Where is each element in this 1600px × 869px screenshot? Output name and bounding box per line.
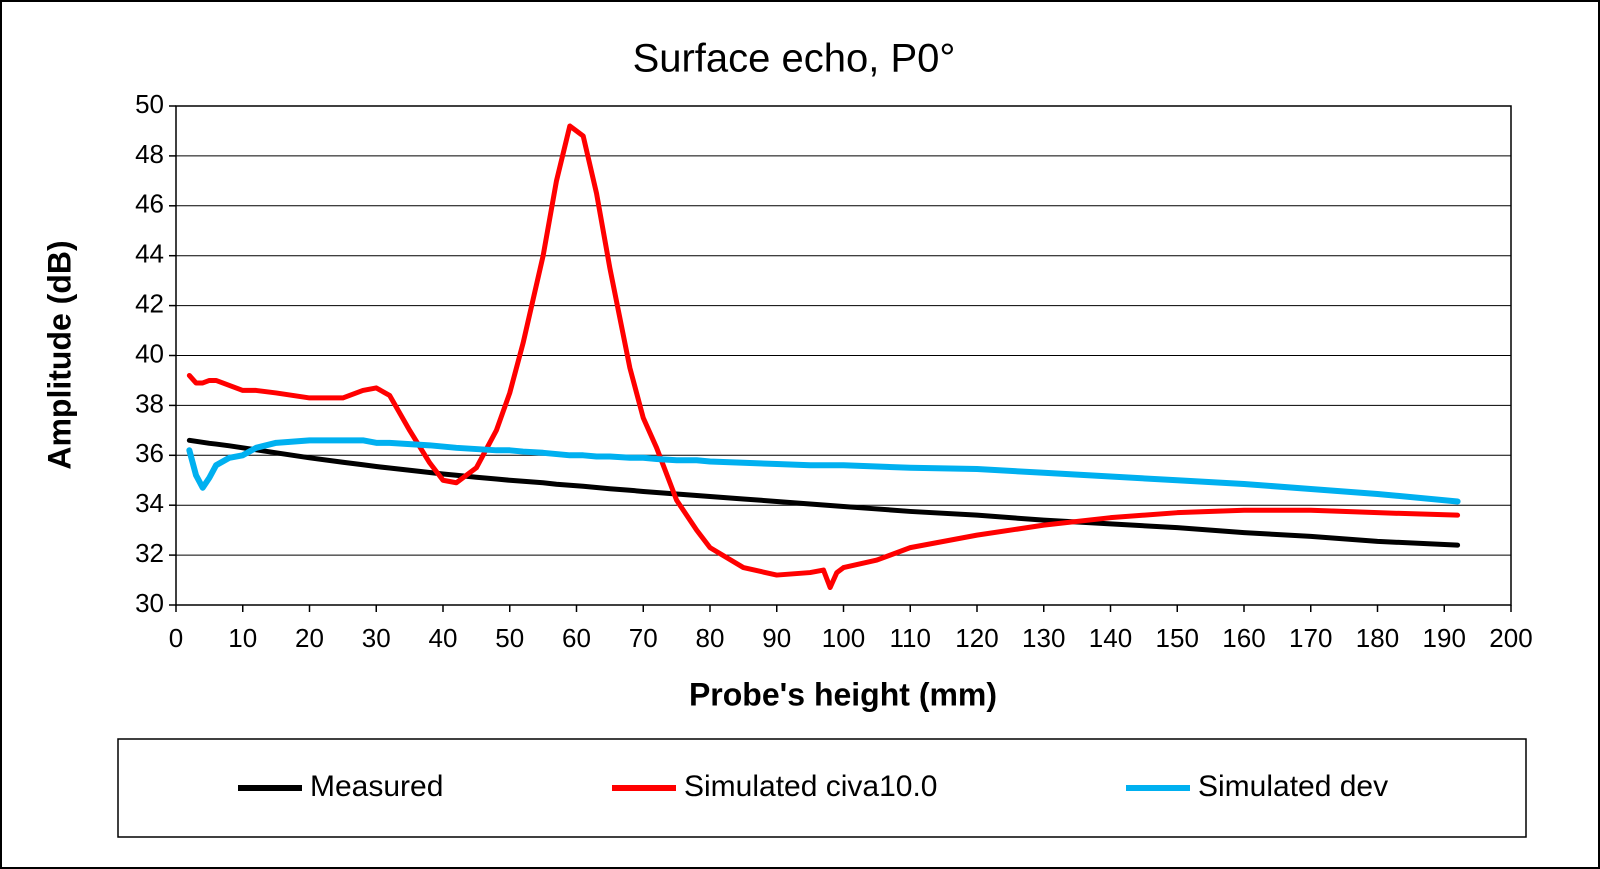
x-tick-label: 200	[1489, 623, 1532, 653]
y-tick-label: 34	[135, 488, 164, 518]
x-tick-label: 140	[1089, 623, 1132, 653]
x-tick-label: 180	[1356, 623, 1399, 653]
x-tick-label: 150	[1156, 623, 1199, 653]
x-tick-label: 130	[1022, 623, 1065, 653]
x-tick-label: 0	[169, 623, 183, 653]
x-tick-label: 10	[228, 623, 257, 653]
series-line	[186, 437, 1461, 548]
x-tick-label: 50	[495, 623, 524, 653]
legend-label: Simulated civa10.0	[684, 770, 937, 803]
y-axis-label: Amplitude (dB)	[41, 240, 77, 469]
x-tick-label: 190	[1423, 623, 1466, 653]
x-tick-label: 70	[629, 623, 658, 653]
x-tick-label: 160	[1222, 623, 1265, 653]
x-tick-label: 20	[295, 623, 324, 653]
plot-area	[175, 105, 1512, 606]
x-axis-label: Probe's height (mm)	[689, 676, 997, 712]
series-line	[186, 437, 1461, 505]
y-tick-label: 38	[135, 388, 164, 418]
x-tick-label: 120	[955, 623, 998, 653]
x-tick-label: 40	[429, 623, 458, 653]
legend-label: Simulated dev	[1198, 770, 1388, 803]
y-tick-label: 44	[135, 239, 164, 269]
x-tick-label: 30	[362, 623, 391, 653]
x-tick-label: 100	[822, 623, 865, 653]
legend-box	[117, 738, 1527, 838]
x-tick-label: 170	[1289, 623, 1332, 653]
x-tick-label: 60	[562, 623, 591, 653]
y-tick-label: 42	[135, 288, 164, 318]
y-tick-label: 32	[135, 538, 164, 568]
legend-label: Measured	[310, 770, 443, 803]
x-tick-label: 110	[890, 623, 931, 653]
y-tick-label: 46	[135, 189, 164, 219]
y-tick-label: 36	[135, 438, 164, 468]
y-tick-label: 30	[135, 588, 164, 618]
y-tick-label: 40	[135, 338, 164, 368]
y-tick-label: 50	[135, 89, 164, 119]
series-line	[186, 123, 1461, 591]
y-tick-label: 48	[135, 139, 164, 169]
x-tick-label: 80	[696, 623, 725, 653]
chart-title: Surface echo, P0°	[633, 37, 956, 81]
x-tick-label: 90	[762, 623, 791, 653]
